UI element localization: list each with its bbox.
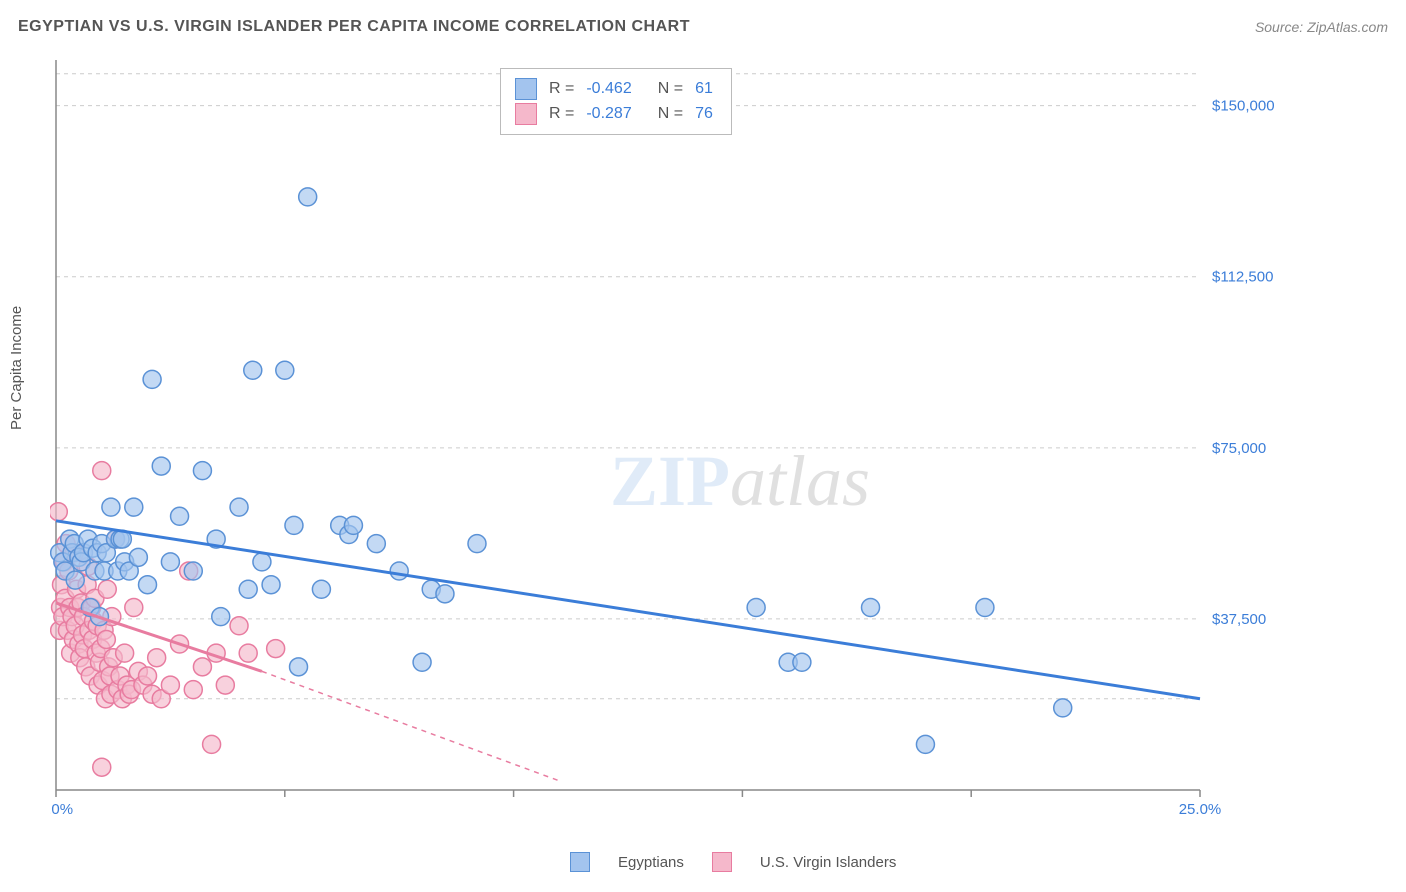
legend-swatch-usvi <box>712 852 732 872</box>
svg-text:0.0%: 0.0% <box>50 801 73 818</box>
svg-text:$75,000: $75,000 <box>1212 440 1266 457</box>
legend-label-egyptians: Egyptians <box>618 854 684 871</box>
correlation-stats-box: R = -0.462 N = 61 R = -0.287 N = 76 <box>500 68 732 135</box>
swatch-usvi <box>515 103 537 125</box>
svg-text:25.0%: 25.0% <box>1179 801 1222 818</box>
chart-area: ZIPatlas 0.0%25.0%$37,500$75,000$112,500… <box>50 60 1300 830</box>
stats-row-usvi: R = -0.287 N = 76 <box>515 103 717 125</box>
svg-text:$112,500: $112,500 <box>1212 269 1273 286</box>
stats-row-egyptians: R = -0.462 N = 61 <box>515 78 717 100</box>
chart-title: EGYPTIAN VS U.S. VIRGIN ISLANDER PER CAP… <box>18 18 690 36</box>
svg-text:$37,500: $37,500 <box>1212 611 1266 628</box>
chart-header: EGYPTIAN VS U.S. VIRGIN ISLANDER PER CAP… <box>18 18 1388 36</box>
y-axis-label: Per Capita Income <box>8 306 25 430</box>
source-credit: Source: ZipAtlas.com <box>1255 19 1388 35</box>
scatter-plot: 0.0% 25.0% $37,500 $75,000 $112,500 $150,000 <box>50 60 1300 830</box>
svg-text:$150,000: $150,000 <box>1212 98 1275 115</box>
bottom-legend: Egyptians U.S. Virgin Islanders <box>570 852 896 872</box>
legend-label-usvi: U.S. Virgin Islanders <box>760 854 896 871</box>
swatch-egyptians <box>515 78 537 100</box>
legend-swatch-egyptians <box>570 852 590 872</box>
